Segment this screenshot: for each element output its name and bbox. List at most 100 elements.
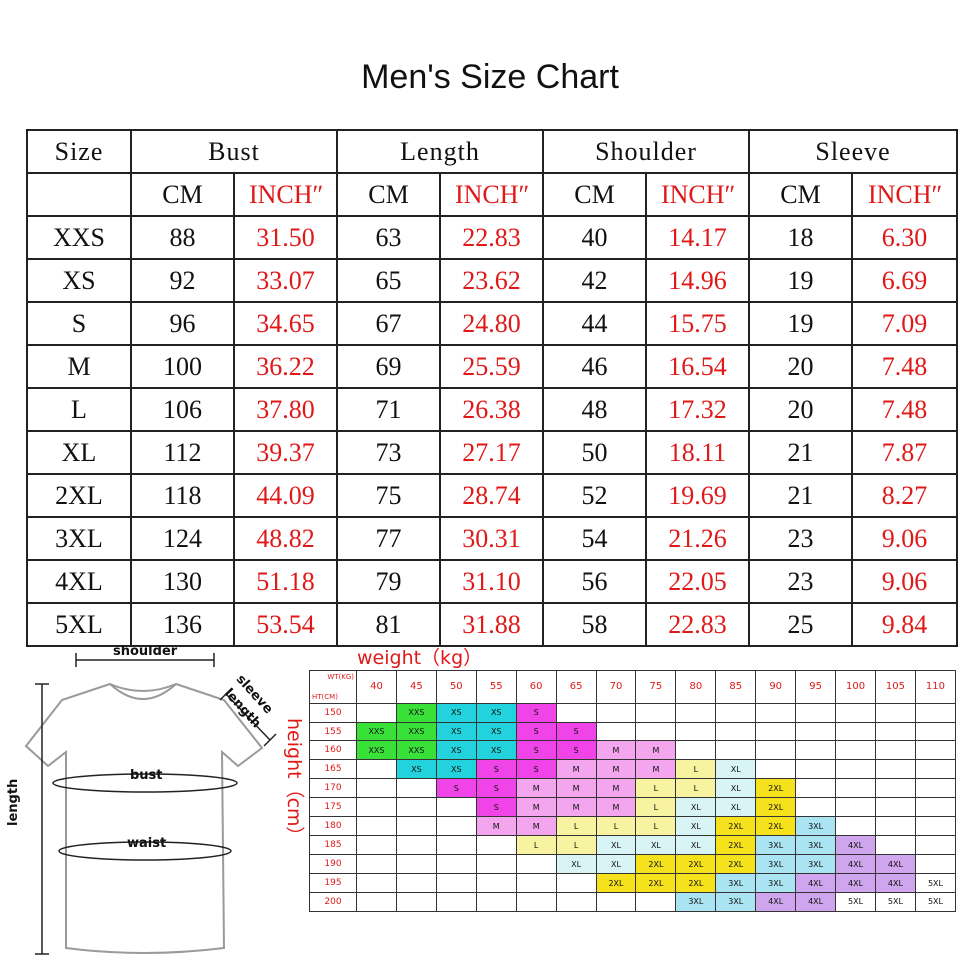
grid-size-cell: S	[515, 721, 557, 742]
size-cell: S	[26, 301, 132, 346]
grid-size-cell	[675, 721, 717, 742]
grid-size-cell: M	[635, 759, 677, 780]
grid-row: 165 XS XS S S M M M L XL	[309, 759, 957, 780]
grid-size-cell	[914, 835, 957, 856]
inch-value-cell: 22.05	[644, 559, 751, 604]
grid-size-cell	[595, 702, 637, 723]
unit-cm: CM	[542, 172, 647, 217]
size-cell: XS	[26, 258, 132, 303]
grid-size-cell	[914, 759, 957, 780]
inch-value-cell: 53.54	[233, 602, 338, 647]
size-cell: XXS	[26, 215, 132, 260]
grid-size-cell: XXS	[395, 702, 437, 723]
cm-value-cell: 18	[748, 215, 854, 260]
cm-value-cell: 25	[748, 602, 854, 647]
grid-size-cell	[755, 702, 797, 723]
grid-size-cell: S	[515, 759, 557, 780]
grid-size-cell: L	[555, 816, 597, 837]
cm-value-cell: 100	[130, 344, 235, 389]
height-header-cell: 175	[309, 797, 357, 818]
page-title: Men's Size Chart	[361, 58, 619, 96]
grid-size-cell	[435, 835, 477, 856]
grid-size-cell: XL	[595, 854, 637, 875]
inch-value-cell: 17.32	[644, 387, 751, 432]
grid-size-cell	[835, 759, 876, 780]
grid-size-cell	[475, 891, 517, 913]
weight-header-cell: 90	[755, 670, 797, 704]
grid-size-cell: 4XL	[835, 835, 876, 856]
weight-header-cell: 45	[395, 670, 437, 704]
inch-value-cell: 9.84	[851, 602, 959, 647]
grid-size-cell	[715, 740, 757, 761]
height-header-cell: 165	[309, 759, 357, 780]
weight-header-cell: 95	[795, 670, 837, 704]
grid-size-cell: 4XL	[755, 891, 797, 913]
inch-value-cell: 9.06	[851, 516, 959, 561]
cm-value-cell: 58	[542, 602, 647, 647]
weight-header-cell: 50	[435, 670, 477, 704]
inch-value-cell: 27.17	[439, 430, 544, 475]
grid-size-cell	[914, 721, 957, 742]
grid-size-cell: XS	[435, 702, 477, 723]
grid-size-cell: XL	[635, 835, 677, 856]
weight-height-grid: WT(KG) HT(CM) 40 45 50 55 60 65 70 75 80 85 90 95 10…	[309, 670, 957, 913]
grid-size-cell: L	[555, 835, 597, 856]
grid-size-cell: 3XL	[715, 891, 757, 913]
grid-size-cell	[675, 702, 717, 723]
inch-value-cell: 24.80	[439, 301, 544, 346]
weight-axis-label: weight（kg）	[357, 647, 483, 669]
grid-size-cell	[356, 816, 397, 837]
grid-size-cell	[914, 702, 957, 723]
unit-inch: INCHʺ	[233, 172, 338, 217]
grid-size-cell: 3XL	[795, 835, 837, 856]
group-header-sleeve: Sleeve	[748, 129, 959, 174]
length-label: length	[6, 778, 21, 826]
cm-value-cell: 79	[336, 559, 441, 604]
table-row: XXS 88 31.50 63 22.83 40 14.17 18 6.30	[26, 215, 959, 260]
grid-size-cell	[435, 891, 477, 913]
group-header-bust: Bust	[130, 129, 338, 174]
grid-size-cell: 5XL	[914, 873, 957, 893]
grid-size-cell: XXS	[356, 740, 397, 761]
grid-size-cell	[874, 702, 916, 723]
cm-value-cell: 63	[336, 215, 441, 260]
grid-size-cell: S	[515, 740, 557, 761]
grid-size-cell	[356, 759, 397, 780]
table-row: 4XL 130 51.18 79 31.10 56 22.05 23 9.06	[26, 559, 959, 604]
cm-value-cell: 71	[336, 387, 441, 432]
grid-size-cell	[356, 835, 397, 856]
grid-size-cell: 2XL	[715, 835, 757, 856]
grid-size-cell	[356, 854, 397, 875]
grid-size-cell	[795, 797, 837, 818]
inch-value-cell: 7.09	[851, 301, 959, 346]
grid-size-cell: M	[555, 759, 597, 780]
inch-value-cell: 39.37	[233, 430, 338, 475]
grid-size-cell	[795, 721, 837, 742]
grid-size-cell	[874, 721, 916, 742]
grid-size-cell: M	[555, 797, 597, 818]
grid-size-cell: S	[475, 759, 517, 780]
inch-value-cell: 21.26	[644, 516, 751, 561]
weight-header-cell: 80	[675, 670, 717, 704]
grid-size-cell	[795, 702, 837, 723]
inch-value-cell: 18.11	[644, 430, 751, 475]
weight-header-cell: 105	[874, 670, 916, 704]
grid-size-cell: XL	[715, 797, 757, 818]
inch-value-cell: 16.54	[644, 344, 751, 389]
grid-size-cell: 2XL	[675, 873, 717, 893]
grid-size-cell	[835, 797, 876, 818]
inch-value-cell: 31.50	[233, 215, 338, 260]
grid-size-cell: M	[595, 759, 637, 780]
grid-size-cell	[715, 721, 757, 742]
grid-size-cell: L	[675, 759, 717, 780]
unit-cm: CM	[130, 172, 235, 217]
grid-size-cell	[835, 816, 876, 837]
inch-value-cell: 7.87	[851, 430, 959, 475]
bust-label: bust	[130, 768, 163, 783]
inch-value-cell: 22.83	[439, 215, 544, 260]
cm-value-cell: 75	[336, 473, 441, 518]
grid-size-cell: 2XL	[595, 873, 637, 893]
grid-size-cell	[395, 854, 437, 875]
height-header-cell: 170	[309, 778, 357, 799]
height-header-cell: 200	[309, 891, 357, 913]
